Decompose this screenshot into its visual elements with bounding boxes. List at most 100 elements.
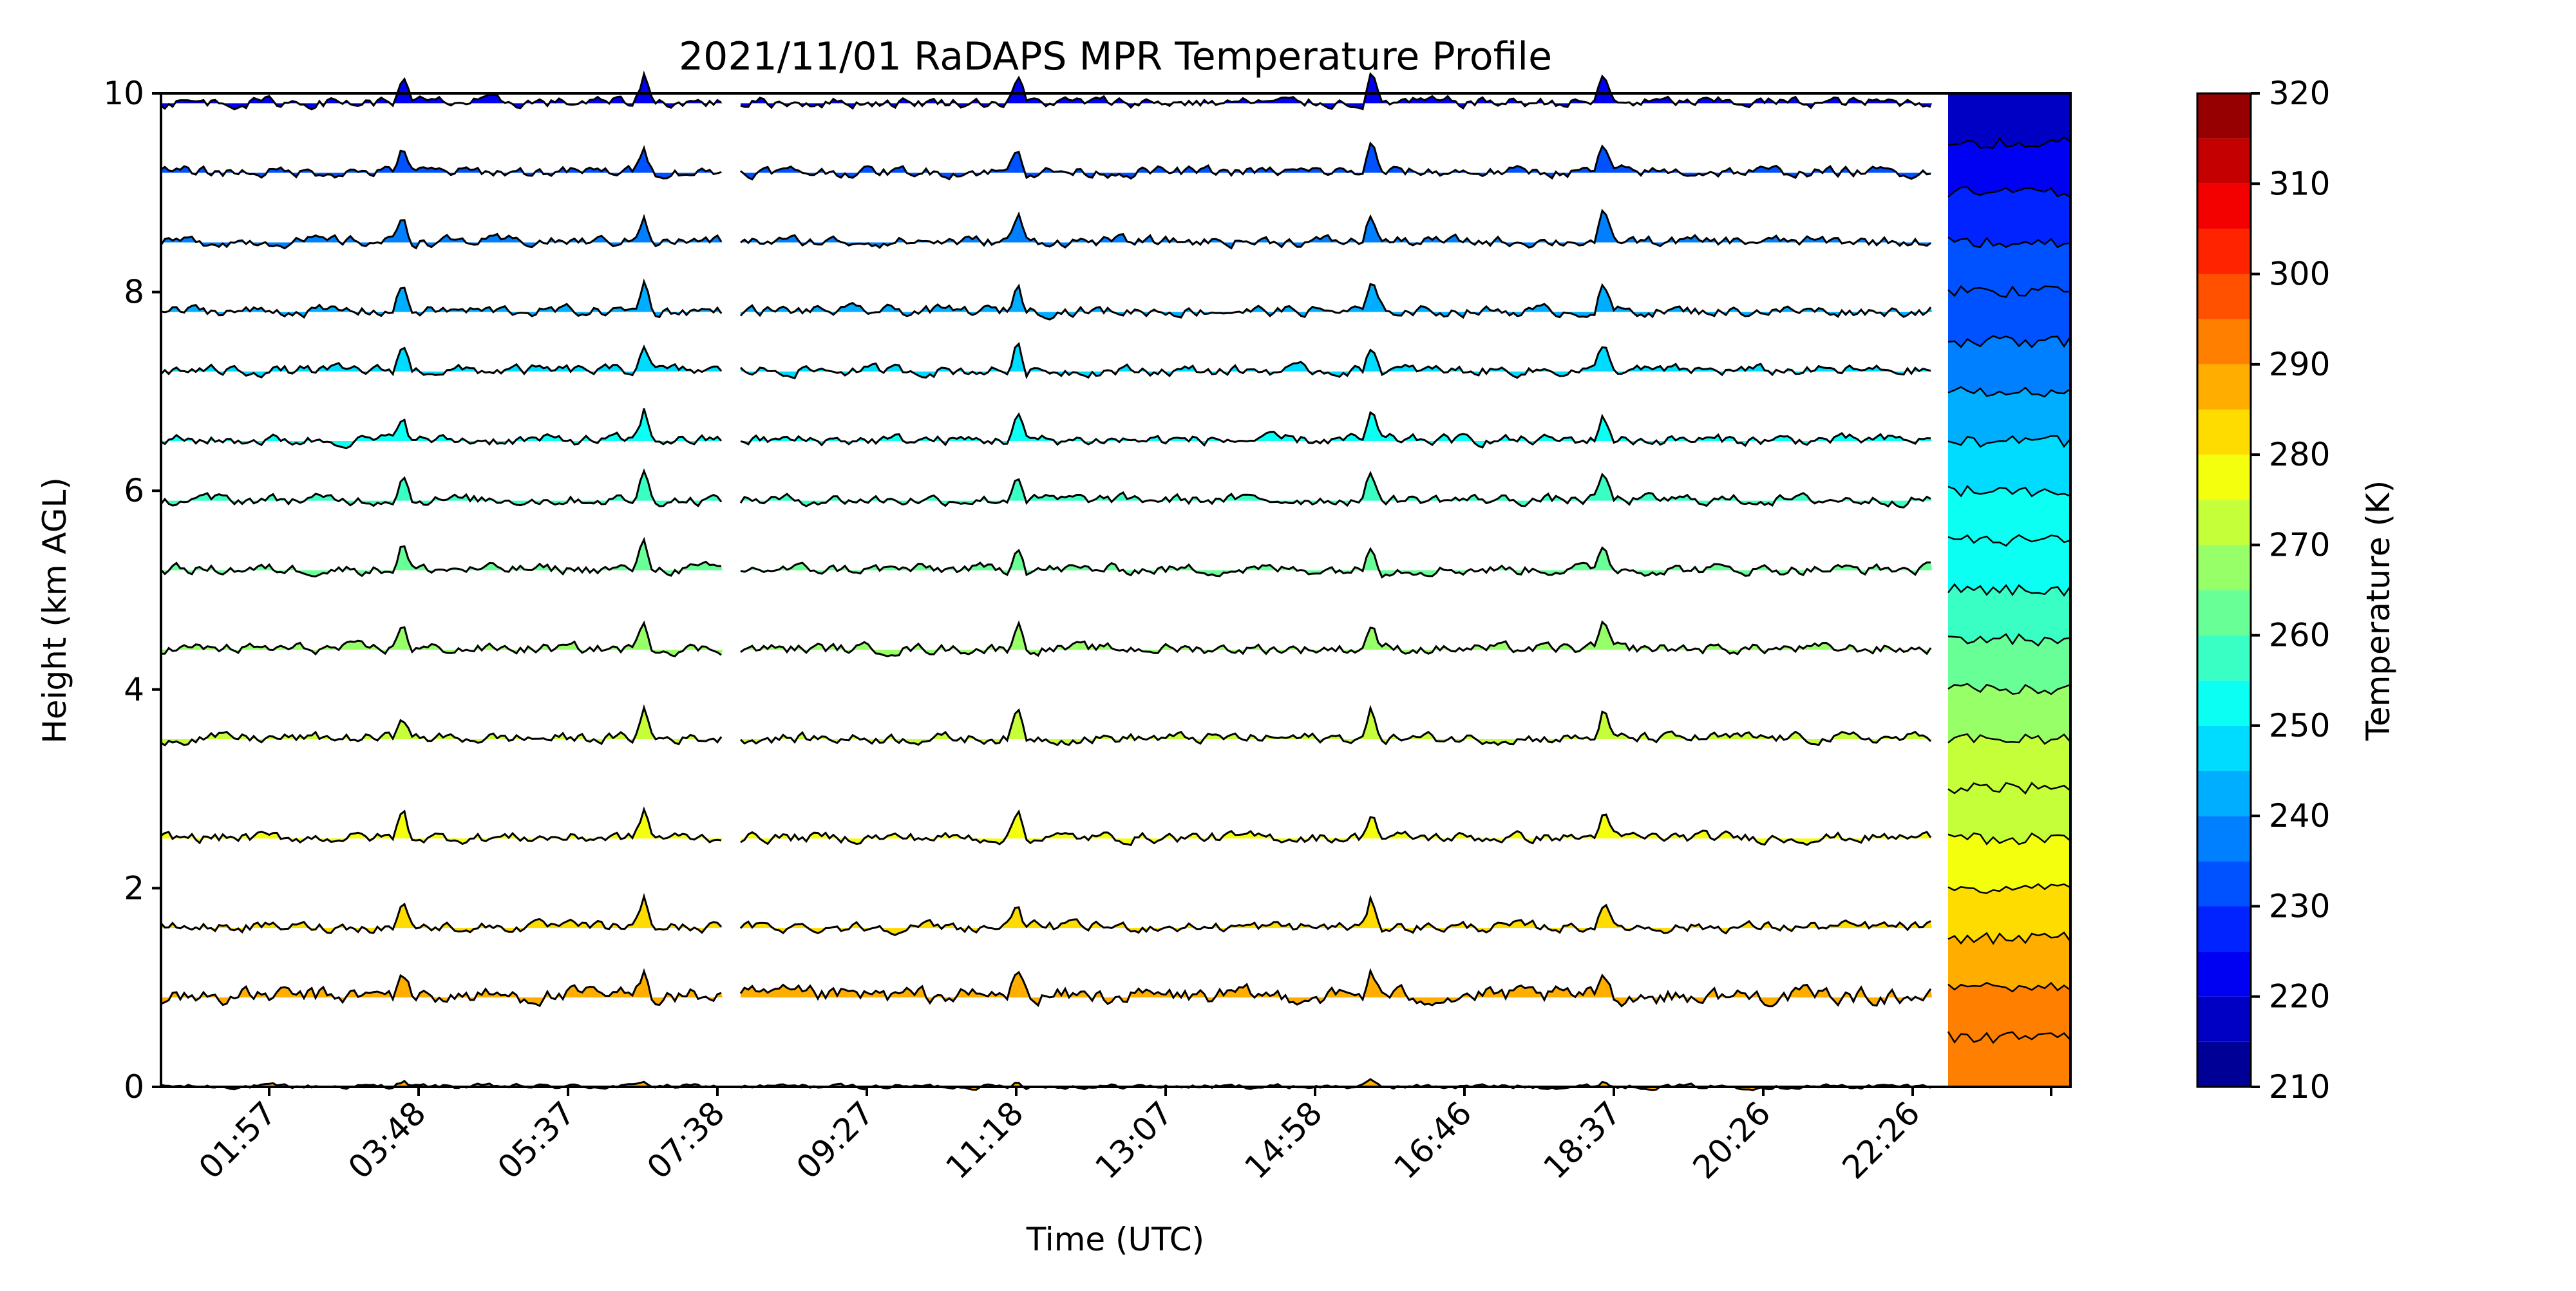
x-tick-label: 14:58 bbox=[1238, 1094, 1330, 1186]
y-tick-label: 4 bbox=[124, 671, 144, 708]
profile-band-2 bbox=[1948, 932, 2070, 992]
level-4-line-1 bbox=[739, 704, 1932, 746]
profile-contour-12 bbox=[1947, 485, 2071, 498]
level-9-line-1 bbox=[739, 342, 1931, 380]
level-0-fill-0 bbox=[161, 1080, 723, 1089]
profile-contour-4 bbox=[1947, 883, 2071, 894]
profile-contour-9 bbox=[1947, 633, 2071, 647]
profile-band-18 bbox=[1948, 137, 2070, 198]
level-1-fill-0 bbox=[161, 971, 723, 1006]
chart-title: 2021/11/01 RaDAPS MPR Temperature Profil… bbox=[679, 34, 1552, 79]
colorbar-segment-12 bbox=[2197, 500, 2251, 545]
y-tick-label: 6 bbox=[124, 472, 144, 509]
level-1-line-1 bbox=[739, 968, 1932, 1008]
level-2-fill-1 bbox=[741, 898, 1932, 936]
colorbar-tick-label: 320 bbox=[2269, 75, 2330, 112]
colorbar-segment-6 bbox=[2197, 771, 2251, 816]
profile-contour-16 bbox=[1947, 285, 2071, 298]
profile-contour-19 bbox=[1947, 136, 2071, 149]
y-tick-label: 2 bbox=[124, 869, 144, 907]
colorbar-segment-13 bbox=[2197, 455, 2251, 500]
level-5-line-1 bbox=[740, 620, 1932, 657]
colorbar-segment-2 bbox=[2197, 951, 2251, 997]
level-0-fill-1 bbox=[741, 1079, 1932, 1090]
level-11-line-0 bbox=[160, 214, 723, 250]
level-12-line-1 bbox=[740, 141, 1931, 181]
colorbar-segment-4 bbox=[2197, 861, 2251, 907]
colorbar-segment-16 bbox=[2197, 319, 2251, 364]
colorbar-tick-label: 230 bbox=[2269, 887, 2330, 925]
colorbar-tick-label: 240 bbox=[2269, 797, 2330, 834]
profile-panel bbox=[1947, 93, 2072, 1087]
x-tick-label: 05:37 bbox=[491, 1094, 583, 1186]
x-tick-label: 22:26 bbox=[1835, 1094, 1927, 1186]
profile-band-1 bbox=[1948, 983, 2070, 1043]
profile-contour-7 bbox=[1947, 733, 2071, 745]
level-6-fill-1 bbox=[741, 547, 1932, 578]
profile-band-3 bbox=[1948, 884, 2070, 944]
colorbar-segment-9 bbox=[2197, 635, 2251, 681]
level-7-line-0 bbox=[160, 468, 723, 507]
colorbar-segment-7 bbox=[2197, 725, 2251, 771]
colorbar-tick-label: 270 bbox=[2269, 526, 2330, 563]
level-4-fill-1 bbox=[741, 708, 1932, 746]
colorbar-segment-14 bbox=[2197, 409, 2251, 455]
profile-band-12 bbox=[1948, 436, 2070, 496]
colorbar-segment-8 bbox=[2197, 680, 2251, 726]
profile-contour-2 bbox=[1947, 981, 2071, 993]
level-3-fill-1 bbox=[741, 811, 1932, 845]
profile-contour-1 bbox=[1947, 1031, 2071, 1044]
level-9-fill-0 bbox=[161, 346, 723, 377]
colorbar-label: Temperature (K) bbox=[2360, 480, 2397, 741]
profile-band-11 bbox=[1948, 486, 2070, 546]
profile-band-0 bbox=[1948, 1032, 2070, 1087]
profile-contour-10 bbox=[1947, 583, 2072, 597]
level-6-line-0 bbox=[160, 536, 722, 578]
level-12-fill-0 bbox=[161, 147, 723, 179]
profile-contour-6 bbox=[1947, 782, 2071, 795]
level-5-line-0 bbox=[160, 620, 722, 657]
profile-contour-15 bbox=[1947, 335, 2072, 348]
profile-band-10 bbox=[1948, 535, 2070, 596]
level-13-line-0 bbox=[160, 70, 722, 111]
x-tick-label: 18:37 bbox=[1537, 1094, 1629, 1186]
colorbar-tick-label: 210 bbox=[2269, 1068, 2330, 1106]
profile-contour-11 bbox=[1947, 534, 2071, 547]
colorbar-tick-label: 310 bbox=[2269, 165, 2330, 202]
profile-contour-13 bbox=[1947, 435, 2071, 448]
level-1-line-0 bbox=[160, 968, 722, 1008]
x-tick-label: 07:38 bbox=[640, 1094, 732, 1186]
profile-band-16 bbox=[1948, 237, 2070, 297]
level-11-line-1 bbox=[740, 209, 1931, 250]
x-tick-label: 09:27 bbox=[790, 1094, 882, 1186]
x-tick-label: 13:07 bbox=[1088, 1094, 1180, 1186]
x-tick-label: 20:26 bbox=[1686, 1094, 1778, 1186]
profile-band-6 bbox=[1948, 734, 2070, 794]
level-8-fill-1 bbox=[741, 412, 1932, 448]
colorbar-segment-21 bbox=[2197, 93, 2251, 139]
colorbar-tick-label: 260 bbox=[2269, 617, 2330, 654]
profile-band-19 bbox=[1948, 93, 2070, 148]
profile-band-5 bbox=[1948, 783, 2070, 845]
colorbar-segment-3 bbox=[2197, 906, 2251, 952]
plot-area bbox=[160, 70, 1932, 1091]
colorbar-segment-20 bbox=[2197, 138, 2251, 184]
y-tick-label: 8 bbox=[124, 274, 144, 311]
x-tick-label: 01:57 bbox=[192, 1094, 284, 1186]
colorbar: 210 220 230 240 250 260 270 280 290 300 310 320 bbox=[2196, 75, 2330, 1106]
y-axis-label: Height (km AGL) bbox=[36, 477, 73, 744]
profile-band-8 bbox=[1948, 634, 2070, 694]
level-3-line-1 bbox=[740, 809, 1932, 847]
plot-frame bbox=[160, 92, 2072, 1088]
profile-band-15 bbox=[1948, 286, 2070, 348]
profile-contour-8 bbox=[1947, 683, 2071, 695]
level-13-fill-0 bbox=[161, 73, 723, 109]
x-tick-label: 11:18 bbox=[939, 1094, 1031, 1186]
level-8-line-1 bbox=[740, 411, 1931, 449]
colorbar-tick-label: 250 bbox=[2269, 707, 2330, 744]
colorbar-segment-15 bbox=[2197, 364, 2251, 410]
level-8-fill-0 bbox=[161, 408, 723, 448]
level-13-line-1 bbox=[740, 71, 1931, 111]
level-6-line-1 bbox=[740, 546, 1931, 579]
